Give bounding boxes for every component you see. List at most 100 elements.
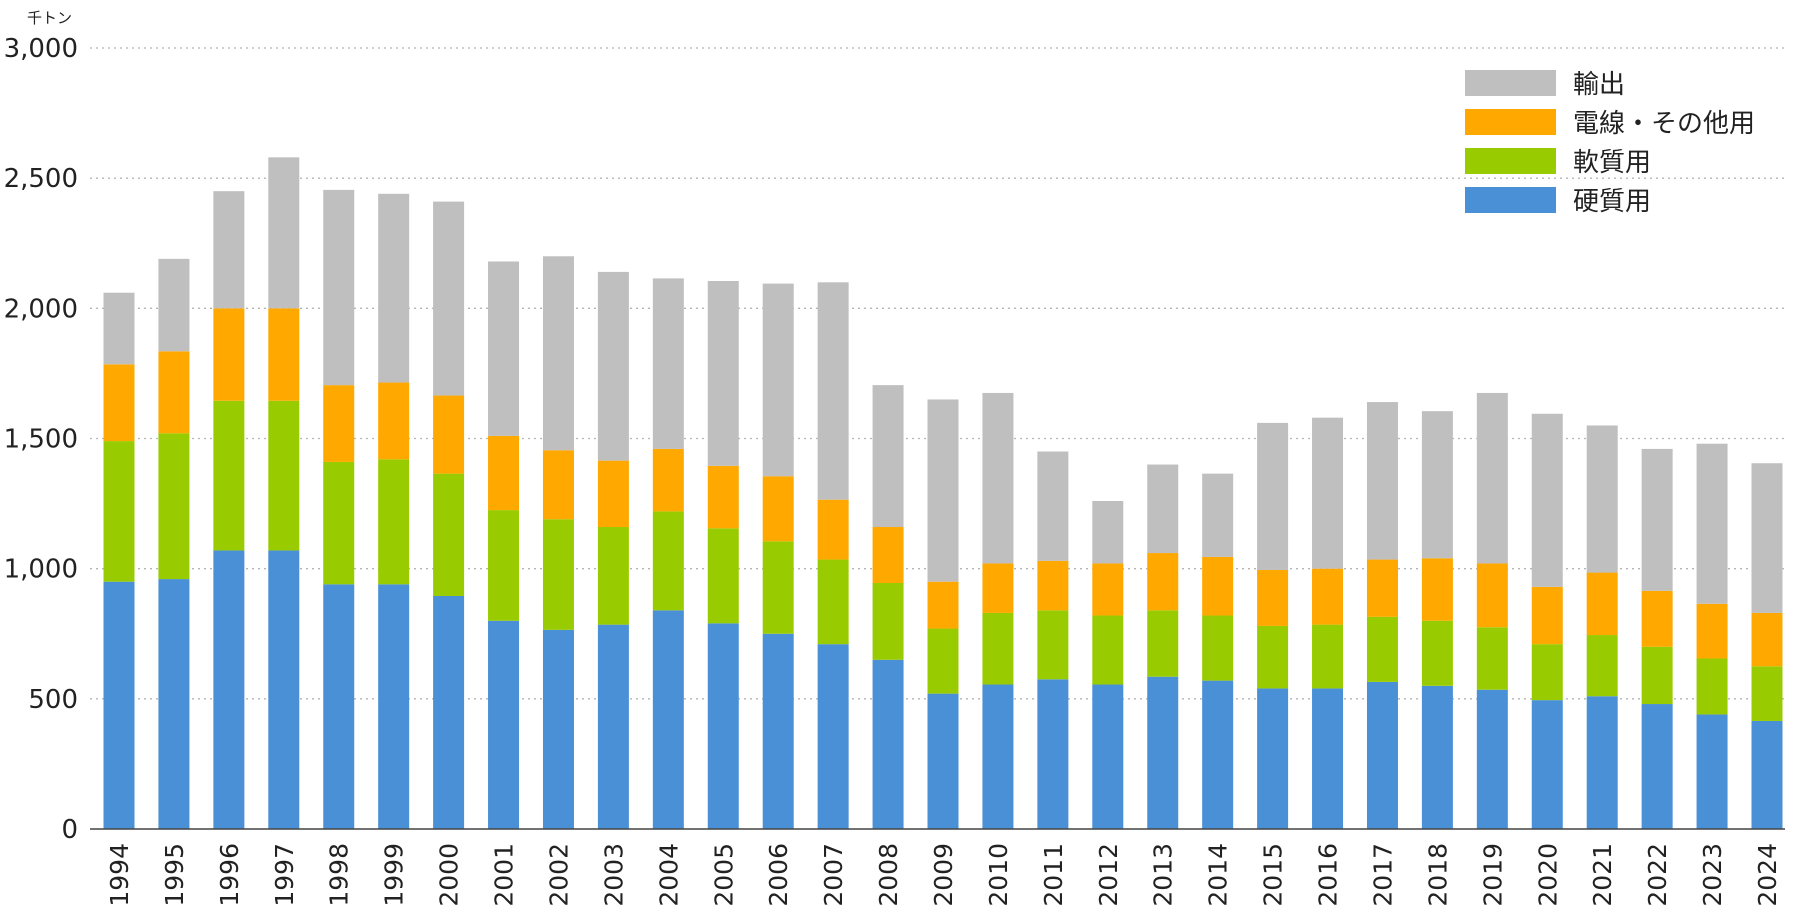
bar-segment — [213, 550, 245, 829]
bar-segment — [1037, 679, 1069, 829]
bar-segment — [1257, 422, 1289, 570]
bar-segment — [597, 527, 629, 625]
bar-stack-2012 — [1092, 500, 1124, 829]
bar-segment — [103, 364, 135, 442]
bar-segment — [1366, 559, 1398, 617]
bar-segment — [433, 596, 465, 829]
bar-segment — [268, 400, 300, 551]
bar-segment — [1037, 451, 1069, 561]
x-tick-label: 2020 — [1533, 843, 1562, 907]
bar-stack-2010 — [982, 392, 1014, 829]
bar-stack-1996 — [213, 191, 245, 829]
bar-segment — [872, 527, 904, 583]
bar-segment — [1037, 560, 1069, 611]
bar-segment — [652, 610, 684, 829]
bar-segment — [982, 563, 1014, 613]
bar-segment — [1476, 392, 1508, 564]
bar-segment — [927, 581, 959, 629]
bar-segment — [1257, 688, 1289, 829]
bar-stack-2021 — [1586, 425, 1618, 829]
legend-swatch — [1465, 109, 1556, 135]
bar-segment — [652, 278, 684, 449]
bar-segment — [1147, 464, 1179, 554]
bar-segment — [158, 433, 190, 580]
bar-segment — [707, 280, 739, 466]
bar-stack-2022 — [1641, 448, 1673, 829]
x-tick-label: 2016 — [1314, 843, 1343, 907]
bar-segment — [1586, 696, 1618, 829]
x-tick-label: 2018 — [1423, 843, 1452, 907]
bar-segment — [103, 581, 135, 829]
bar-segment — [1421, 558, 1453, 621]
bar-segment — [488, 435, 520, 511]
bar-segment — [982, 392, 1014, 564]
x-tick-label: 2013 — [1149, 843, 1178, 907]
bar-segment — [762, 476, 794, 542]
bar-segment — [597, 624, 629, 829]
bar-segment — [1421, 620, 1453, 686]
y-tick-label: 2,500 — [4, 164, 78, 194]
bar-segment — [488, 510, 520, 621]
bar-stack-2024 — [1751, 463, 1783, 829]
bar-segment — [817, 644, 849, 829]
bar-segment — [1147, 676, 1179, 829]
bar-segment — [872, 385, 904, 528]
bar-segment — [1421, 411, 1453, 559]
bar-segment — [1696, 658, 1728, 715]
bar-stack-2014 — [1202, 473, 1234, 829]
bar-segment — [433, 395, 465, 474]
bar-segment — [1092, 615, 1124, 685]
legend-label: 軟質用 — [1573, 148, 1651, 178]
bar-segment — [433, 201, 465, 396]
x-tick-label: 2010 — [984, 843, 1013, 907]
bar-stack-2001 — [488, 261, 520, 829]
bar-segment — [652, 511, 684, 611]
legend-item: 硬質用 — [1465, 187, 1651, 217]
bar-stack-2013 — [1147, 464, 1179, 829]
bar-segment — [652, 448, 684, 512]
legend-label: 電線・その他用 — [1573, 109, 1755, 139]
bar-segment — [817, 282, 849, 500]
bar-segment — [1696, 714, 1728, 829]
bar-segment — [1531, 644, 1563, 701]
bar-segment — [103, 292, 135, 365]
bar-segment — [1531, 413, 1563, 587]
bar-stack-2003 — [597, 271, 629, 829]
y-tick-label: 1,500 — [4, 425, 78, 455]
bar-segment — [1696, 443, 1728, 604]
legend-swatch — [1465, 70, 1556, 96]
bar-segment — [1751, 463, 1783, 613]
bar-stack-1997 — [268, 157, 300, 829]
bar-segment — [488, 620, 520, 829]
legend-swatch — [1465, 187, 1556, 213]
legend-swatch — [1465, 148, 1556, 174]
bar-segment — [707, 528, 739, 624]
bar-segment — [323, 584, 355, 829]
x-axis-tick-labels: 1994 1995 1996 1997 1998 1999 2000 2001 2002 2003… — [105, 843, 1782, 907]
bar-segment — [1586, 572, 1618, 636]
bar-segment — [1641, 448, 1673, 591]
bar-stack-1998 — [323, 189, 355, 829]
bar-stack-1999 — [378, 193, 410, 829]
bar-segment — [268, 550, 300, 829]
y-tick-label: 0 — [61, 815, 78, 845]
bar-segment — [1421, 685, 1453, 829]
x-tick-label: 2008 — [874, 843, 903, 907]
y-tick-label: 3,000 — [4, 34, 78, 64]
x-tick-label: 1995 — [160, 843, 189, 907]
bar-segment — [1586, 635, 1618, 697]
bar-stack-2005 — [707, 280, 739, 829]
x-tick-label: 2011 — [1039, 843, 1068, 907]
x-tick-label: 2002 — [544, 843, 573, 907]
bar-segment — [817, 559, 849, 645]
bar-segment — [1366, 681, 1398, 829]
x-tick-label: 2023 — [1698, 843, 1727, 907]
bar-segment — [158, 351, 190, 434]
bar-segment — [1092, 563, 1124, 616]
bar-segment — [542, 519, 574, 630]
x-tick-label: 2015 — [1259, 843, 1288, 907]
bar-stack-2018 — [1421, 411, 1453, 829]
bar-segment — [927, 628, 959, 694]
y-tick-label: 500 — [28, 685, 78, 715]
legend-label: 輸出 — [1573, 70, 1625, 100]
